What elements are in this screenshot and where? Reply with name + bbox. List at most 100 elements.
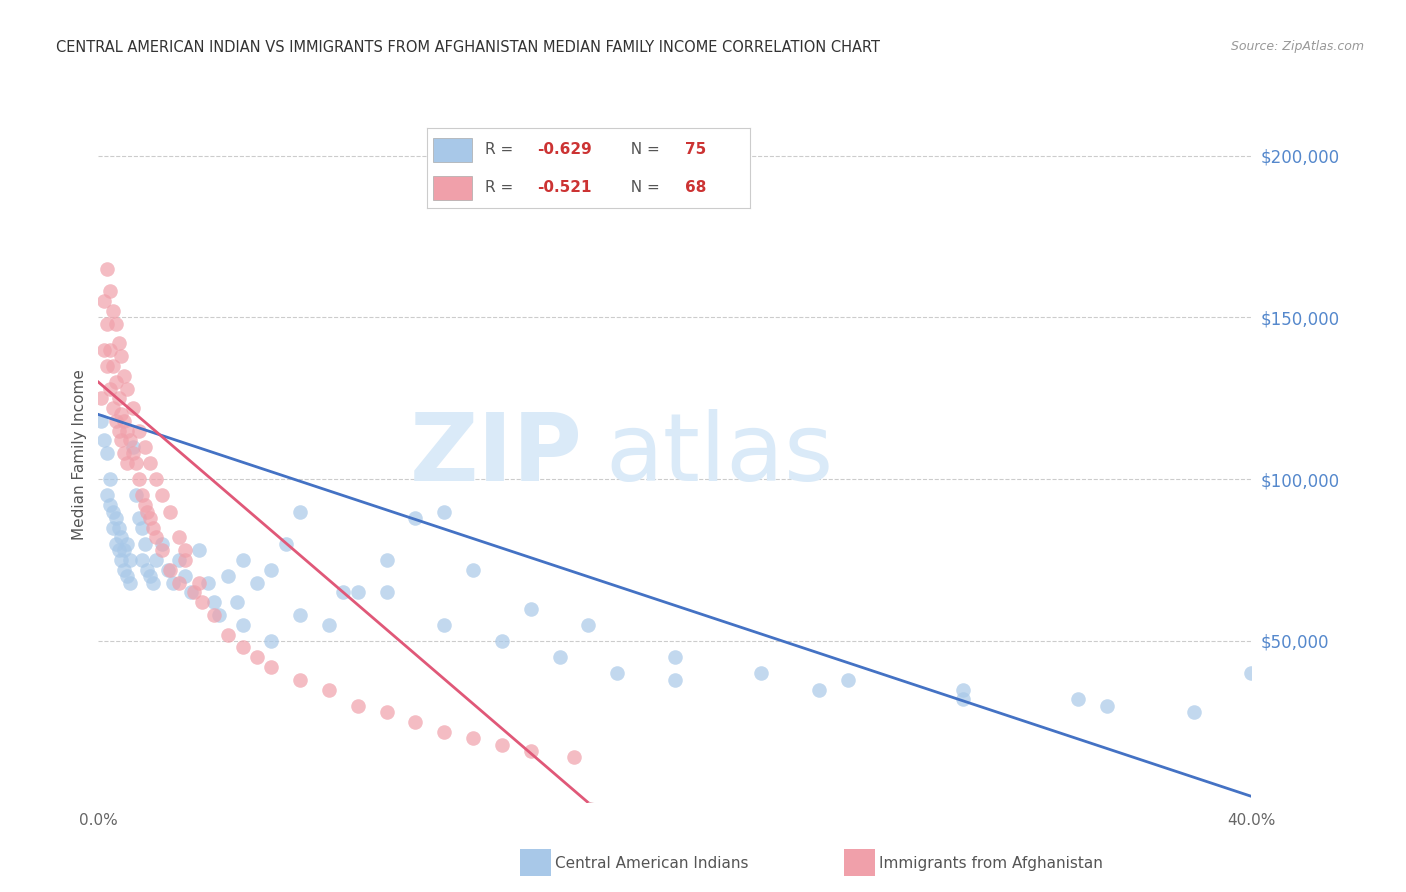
Text: Central American Indians: Central American Indians [555, 856, 749, 871]
Point [142, 521, 165, 535]
Point [131, 521, 153, 535]
Point [128, 472, 150, 486]
Point [1067, 692, 1090, 706]
Point [260, 563, 283, 577]
Text: Immigrants from Afghanistan: Immigrants from Afghanistan [879, 856, 1102, 871]
Point [104, 317, 127, 331]
Point [174, 569, 197, 583]
Point [101, 304, 124, 318]
Point [117, 537, 139, 551]
Point [110, 408, 132, 422]
Point [167, 553, 190, 567]
Point [104, 375, 127, 389]
Point [461, 563, 484, 577]
Point [101, 504, 124, 518]
Point [107, 521, 129, 535]
Text: R =: R = [485, 180, 519, 195]
Point [188, 543, 211, 558]
Point [433, 617, 456, 632]
Point [375, 705, 398, 719]
Point [231, 617, 254, 632]
Point [131, 553, 153, 567]
Point [217, 569, 239, 583]
Point [174, 553, 197, 567]
Point [375, 553, 398, 567]
Y-axis label: Median Family Income: Median Family Income [72, 369, 87, 541]
Point [134, 498, 156, 512]
Point [246, 575, 269, 590]
Point [562, 750, 585, 764]
Point [290, 608, 312, 623]
Point [225, 595, 247, 609]
Point [139, 511, 162, 525]
Point [664, 673, 686, 687]
Point [112, 446, 135, 460]
Point [837, 673, 859, 687]
Point [578, 617, 600, 632]
Point [405, 511, 427, 525]
Point [110, 553, 132, 567]
Point [332, 585, 354, 599]
Point [112, 543, 135, 558]
Point [107, 392, 129, 406]
Point [96, 446, 118, 460]
Point [491, 738, 513, 752]
Text: -0.629: -0.629 [537, 142, 592, 157]
Point [156, 563, 179, 577]
FancyBboxPatch shape [433, 137, 472, 161]
Point [952, 692, 974, 706]
Point [112, 368, 135, 383]
Point [145, 531, 167, 545]
Point [128, 511, 150, 525]
Point [110, 531, 132, 545]
Point [117, 382, 139, 396]
Point [318, 682, 340, 697]
Point [136, 563, 159, 577]
Point [90, 392, 112, 406]
Point [145, 472, 167, 486]
Point [150, 488, 173, 502]
Point [107, 543, 129, 558]
Point [117, 569, 139, 583]
Point [104, 537, 127, 551]
Text: N =: N = [620, 142, 664, 157]
Point [96, 317, 118, 331]
Point [120, 575, 142, 590]
Point [107, 424, 129, 438]
Point [122, 440, 145, 454]
Point [150, 537, 173, 551]
Point [180, 585, 202, 599]
Text: 68: 68 [685, 180, 707, 195]
Text: atlas: atlas [606, 409, 834, 501]
Text: CENTRAL AMERICAN INDIAN VS IMMIGRANTS FROM AFGHANISTAN MEDIAN FAMILY INCOME CORR: CENTRAL AMERICAN INDIAN VS IMMIGRANTS FR… [56, 40, 880, 55]
Text: -0.521: -0.521 [537, 180, 592, 195]
Point [107, 336, 129, 351]
Point [120, 434, 142, 448]
Point [136, 504, 159, 518]
Point [318, 617, 340, 632]
Point [217, 627, 239, 641]
Point [197, 575, 219, 590]
Point [520, 744, 543, 758]
Point [131, 488, 153, 502]
Point [134, 537, 156, 551]
Point [96, 488, 118, 502]
Point [1097, 698, 1119, 713]
Point [260, 660, 283, 674]
Point [117, 456, 139, 470]
Point [98, 285, 121, 299]
Point [290, 673, 312, 687]
Point [664, 650, 686, 665]
Point [142, 575, 165, 590]
Point [101, 521, 124, 535]
Point [145, 553, 167, 567]
Point [188, 575, 211, 590]
Point [110, 434, 132, 448]
Point [125, 488, 148, 502]
Point [110, 349, 132, 363]
Point [1182, 705, 1205, 719]
Point [191, 595, 214, 609]
Point [290, 504, 312, 518]
Point [93, 343, 115, 357]
Text: 75: 75 [685, 142, 706, 157]
